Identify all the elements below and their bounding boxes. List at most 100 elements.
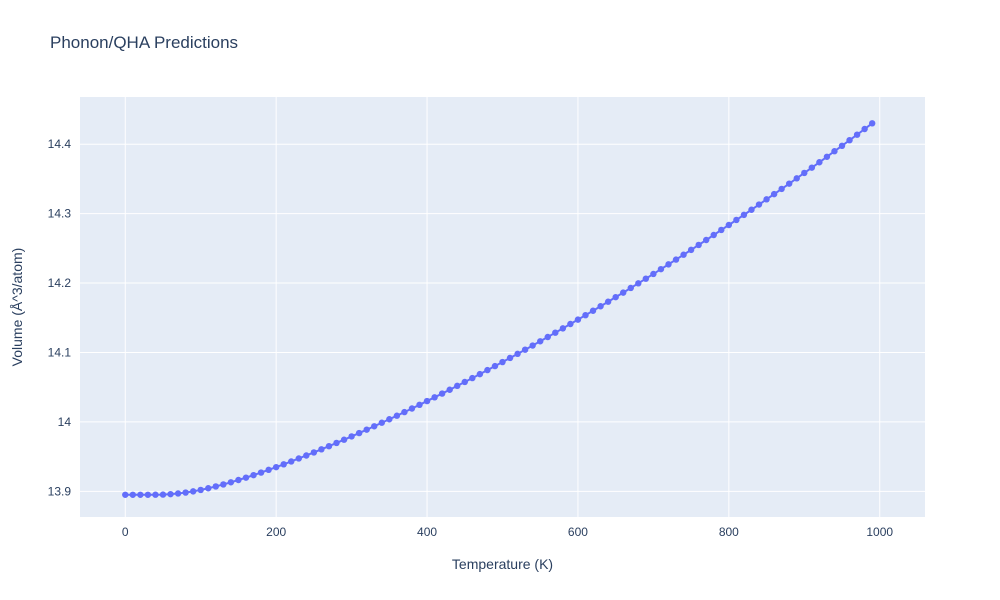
data-point[interactable] xyxy=(499,358,506,366)
data-point[interactable] xyxy=(416,401,423,409)
data-point[interactable] xyxy=(853,131,861,138)
data-point[interactable] xyxy=(363,426,370,433)
data-point[interactable] xyxy=(189,488,197,495)
data-point[interactable] xyxy=(665,261,672,268)
data-point[interactable] xyxy=(144,491,152,498)
data-point[interactable] xyxy=(205,485,212,492)
data-point[interactable] xyxy=(461,378,468,386)
data-point[interactable] xyxy=(408,405,416,412)
data-point[interactable] xyxy=(438,390,446,397)
data-point[interactable] xyxy=(431,394,438,401)
data-point[interactable] xyxy=(574,316,582,323)
data-point[interactable] xyxy=(672,256,680,263)
data-point[interactable] xyxy=(401,408,408,416)
data-point[interactable] xyxy=(801,169,808,177)
data-point[interactable] xyxy=(257,469,265,476)
plot-area[interactable] xyxy=(80,97,925,517)
data-point[interactable] xyxy=(182,489,189,496)
data-point[interactable] xyxy=(122,491,129,498)
data-point[interactable] xyxy=(333,439,340,447)
data-point[interactable] xyxy=(371,423,378,430)
data-point[interactable] xyxy=(635,280,642,287)
data-point[interactable] xyxy=(159,491,167,498)
data-point[interactable] xyxy=(642,275,650,282)
data-point[interactable] xyxy=(710,231,717,239)
data-point[interactable] xyxy=(348,433,355,440)
data-point[interactable] xyxy=(552,329,559,336)
data-point[interactable] xyxy=(597,303,604,310)
data-point[interactable] xyxy=(680,251,687,258)
data-point[interactable] xyxy=(227,479,235,486)
data-point[interactable] xyxy=(582,311,589,319)
data-point[interactable] xyxy=(763,196,770,203)
data-point[interactable] xyxy=(740,211,748,219)
data-point[interactable] xyxy=(778,185,785,193)
data-point[interactable] xyxy=(589,307,597,314)
data-point[interactable] xyxy=(521,346,529,353)
data-point[interactable] xyxy=(823,153,831,160)
data-point[interactable] xyxy=(295,455,302,462)
data-point[interactable] xyxy=(129,491,137,498)
data-point[interactable] xyxy=(687,246,695,254)
data-point[interactable] xyxy=(770,190,778,198)
data-point[interactable] xyxy=(514,350,521,358)
data-point[interactable] xyxy=(393,412,401,419)
data-point[interactable] xyxy=(423,397,431,405)
data-point[interactable] xyxy=(469,374,476,382)
data-point[interactable] xyxy=(303,452,310,459)
data-point[interactable] xyxy=(604,298,612,305)
data-point[interactable] xyxy=(627,284,634,292)
data-point[interactable] xyxy=(559,325,567,332)
data-point[interactable] xyxy=(280,461,287,468)
data-point[interactable] xyxy=(868,120,876,127)
data-point[interactable] xyxy=(318,446,325,453)
data-point[interactable] xyxy=(235,476,242,484)
data-point[interactable] xyxy=(793,175,800,182)
data-point[interactable] xyxy=(529,342,536,349)
data-point[interactable] xyxy=(476,370,484,378)
data-point[interactable] xyxy=(831,148,838,155)
data-point[interactable] xyxy=(310,449,318,456)
data-point[interactable] xyxy=(325,442,333,450)
data-point[interactable] xyxy=(838,142,846,149)
data-point[interactable] xyxy=(355,429,363,437)
data-point[interactable] xyxy=(340,436,348,443)
data-point[interactable] xyxy=(816,159,823,166)
data-point[interactable] xyxy=(220,481,227,488)
data-point[interactable] xyxy=(650,270,657,278)
data-point[interactable] xyxy=(265,466,272,474)
data-point[interactable] xyxy=(242,474,250,481)
data-point[interactable] xyxy=(567,320,574,328)
data-point[interactable] xyxy=(167,490,174,498)
data-point[interactable] xyxy=(152,491,159,498)
data-point[interactable] xyxy=(537,338,544,345)
data-point[interactable] xyxy=(506,354,514,362)
data-point[interactable] xyxy=(137,491,144,498)
data-point[interactable] xyxy=(755,201,763,208)
data-point[interactable] xyxy=(786,180,793,187)
data-point[interactable] xyxy=(808,164,816,171)
data-point[interactable] xyxy=(846,136,853,144)
data-point[interactable] xyxy=(197,486,204,494)
data-point[interactable] xyxy=(212,483,219,490)
data-point[interactable] xyxy=(288,458,295,465)
data-point[interactable] xyxy=(544,333,551,341)
data-point[interactable] xyxy=(454,382,461,390)
data-point[interactable] xyxy=(748,206,755,213)
data-point[interactable] xyxy=(491,362,499,370)
data-point[interactable] xyxy=(620,289,627,296)
data-point[interactable] xyxy=(861,125,868,133)
data-point[interactable] xyxy=(695,241,702,249)
data-point[interactable] xyxy=(386,416,393,423)
data-point[interactable] xyxy=(484,366,491,374)
data-point[interactable] xyxy=(703,236,710,244)
data-point[interactable] xyxy=(657,265,665,273)
data-point[interactable] xyxy=(174,490,182,497)
data-point[interactable] xyxy=(272,463,280,471)
data-point[interactable] xyxy=(378,419,385,426)
data-point[interactable] xyxy=(718,226,725,234)
data-point[interactable] xyxy=(733,216,740,224)
data-point[interactable] xyxy=(612,293,619,301)
data-point[interactable] xyxy=(250,471,257,479)
data-point[interactable] xyxy=(725,221,733,229)
